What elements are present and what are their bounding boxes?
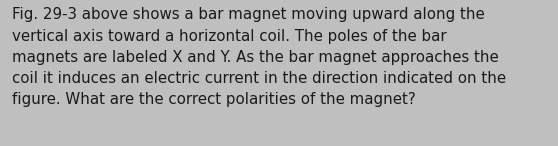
- Text: Fig. 29-3 above shows a bar magnet moving upward along the
vertical axis toward : Fig. 29-3 above shows a bar magnet movin…: [12, 7, 507, 107]
